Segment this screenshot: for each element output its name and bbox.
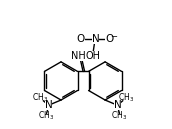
- Text: CH$_3$: CH$_3$: [32, 92, 48, 104]
- Text: N: N: [45, 100, 52, 110]
- Text: CH$_3$: CH$_3$: [111, 110, 128, 122]
- Text: OH: OH: [85, 51, 100, 61]
- Text: N: N: [92, 34, 99, 43]
- Text: NH: NH: [71, 51, 86, 61]
- Text: CH$_3$: CH$_3$: [39, 110, 55, 122]
- Text: O: O: [76, 34, 84, 43]
- Text: CH$_3$: CH$_3$: [118, 92, 134, 104]
- Text: −: −: [110, 32, 117, 41]
- Text: O: O: [105, 34, 114, 43]
- Text: N: N: [114, 100, 121, 110]
